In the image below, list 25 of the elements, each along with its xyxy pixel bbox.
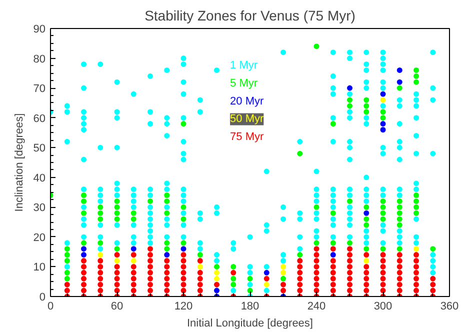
- x-tick-label: 60: [110, 300, 124, 312]
- y-tick-label: 80: [33, 53, 46, 66]
- y-axis-title: Inclination [degrees]: [13, 113, 26, 212]
- text: 50 Myr: [230, 113, 264, 126]
- chart-title: Stability Zones for Venus (75 Myr): [144, 8, 356, 24]
- x-tick-label: 240: [307, 300, 326, 312]
- x-tick-label: 120: [174, 300, 193, 312]
- series-label: 1 Myr: [230, 59, 258, 72]
- y-tick-label: 90: [33, 24, 46, 36]
- y-tick-label: 10: [33, 262, 46, 274]
- y-tick-label: 60: [33, 112, 46, 125]
- y-tick-label: 20: [33, 232, 46, 244]
- x-axis-title: Initial Longitude [degrees]: [187, 318, 313, 330]
- y-tick-label: 50: [33, 142, 46, 155]
- text: 20 Myr: [230, 95, 264, 108]
- y-tick-label: 30: [33, 202, 46, 214]
- x-tick-label: 0: [47, 300, 54, 312]
- text: 5 Myr: [230, 77, 258, 90]
- y-tick-label: 0: [39, 292, 46, 304]
- y-tick-label: 70: [33, 83, 46, 96]
- x-tick-label: 360: [440, 300, 459, 312]
- x-tick-label: 300: [374, 300, 392, 312]
- text: 75 Myr: [230, 131, 264, 144]
- x-tick-label: 180: [240, 300, 260, 312]
- y-tick-label: 40: [33, 172, 46, 184]
